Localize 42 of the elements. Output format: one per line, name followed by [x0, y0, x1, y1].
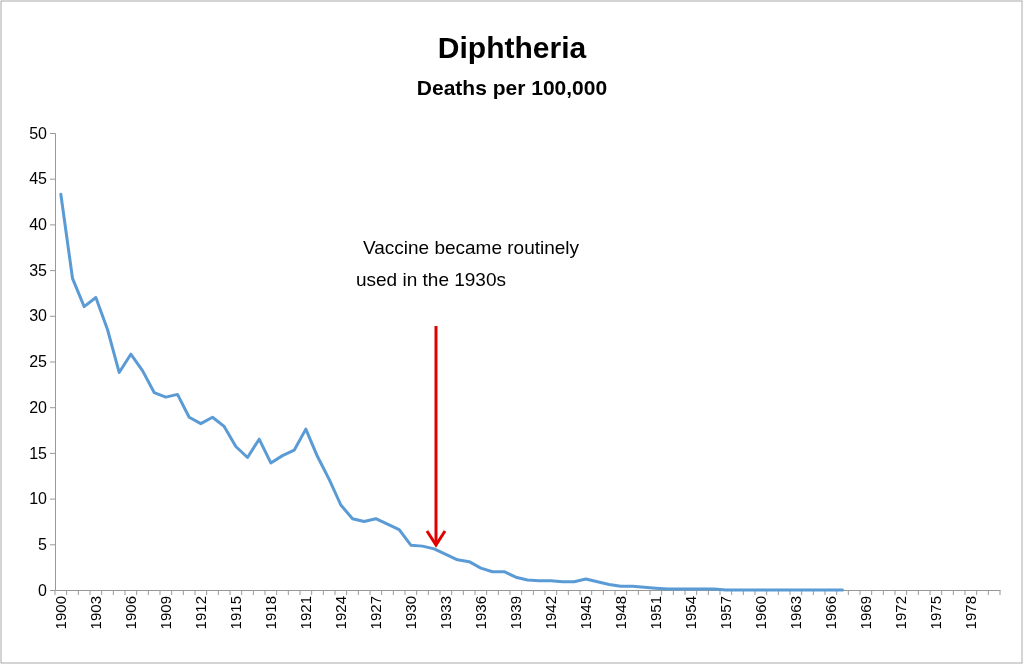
y-tick-label: 10 — [29, 490, 48, 508]
y-tick-label: 20 — [29, 398, 48, 416]
x-tick-label: 1903 — [87, 596, 105, 630]
y-tick-label: 40 — [29, 216, 48, 234]
x-tick-label: 1948 — [612, 596, 630, 630]
x-tick-label: 1966 — [822, 596, 840, 630]
x-tick-label: 1978 — [962, 596, 980, 630]
x-tick-label: 1945 — [577, 596, 595, 630]
x-tick-label: 1975 — [927, 596, 945, 630]
y-tick-label: 30 — [29, 307, 48, 325]
y-tick-label: 35 — [29, 261, 48, 279]
x-tick-label: 1900 — [52, 596, 70, 630]
x-tick-label: 1924 — [332, 596, 350, 630]
x-tick-label: 1915 — [227, 596, 245, 630]
y-tick-label: 15 — [29, 444, 48, 462]
x-tick-label: 1936 — [472, 596, 490, 630]
x-tick-label: 1954 — [682, 596, 700, 630]
x-tick-label: 1918 — [262, 596, 280, 630]
y-tick-label: 0 — [38, 581, 48, 599]
chart-title: Diphtheria — [437, 31, 587, 64]
x-tick-label: 1927 — [367, 596, 385, 630]
x-tick-label: 1960 — [752, 596, 770, 630]
x-tick-label: 1933 — [437, 596, 455, 630]
y-tick-label: 45 — [29, 170, 48, 188]
chart-subtitle: Deaths per 100,000 — [416, 76, 608, 99]
y-tick-label: 50 — [29, 124, 48, 142]
y-tick-label: 25 — [29, 353, 48, 371]
x-tick-label: 1963 — [787, 596, 805, 630]
x-tick-label: 1939 — [507, 596, 525, 630]
x-tick-label: 1909 — [157, 596, 175, 630]
x-tick-label: 1969 — [857, 596, 875, 630]
line-series — [59, 192, 844, 592]
x-tick-label: 1951 — [647, 596, 665, 630]
x-tick-label: 1930 — [402, 596, 420, 630]
x-tick-label: 1972 — [892, 596, 910, 630]
x-tick-label: 1921 — [297, 596, 315, 630]
x-tick-label: 1942 — [542, 596, 560, 630]
x-tick-label: 1906 — [122, 596, 140, 630]
annotation: Vaccine became routinely used in the 1930s — [355, 237, 580, 290]
y-tick-label: 5 — [38, 535, 48, 553]
x-tick-label: 1957 — [717, 596, 735, 630]
x-tick-label: 1912 — [192, 596, 210, 630]
